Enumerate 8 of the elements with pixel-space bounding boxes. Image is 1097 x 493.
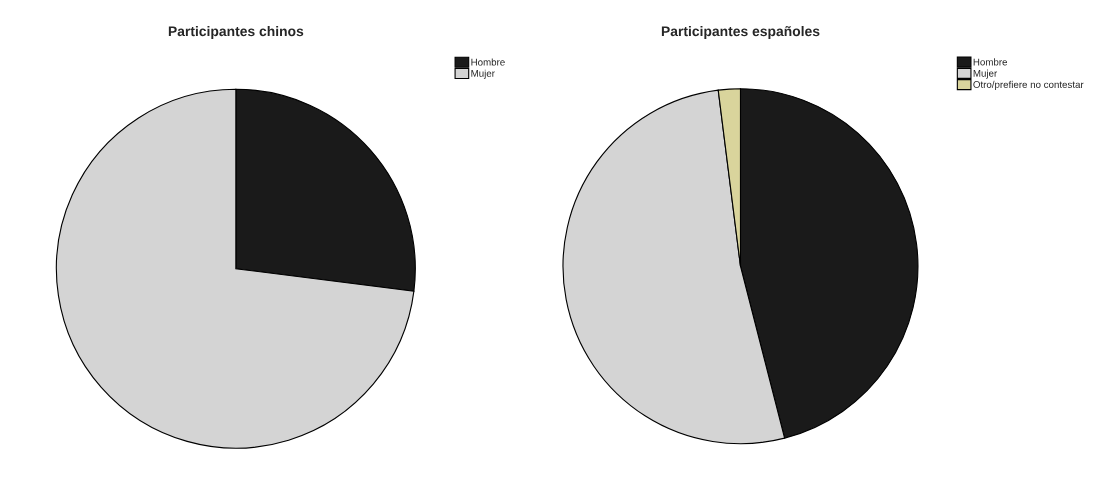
pie-slice: [55, 88, 415, 449]
legend-label: Mujer: [973, 69, 998, 79]
legend-label: Hombre: [973, 58, 1008, 66]
chart-title: Participantes chinos: [168, 25, 304, 39]
legend-label: Mujer: [471, 69, 495, 79]
legend-label: Otro/prefiere no contestar: [973, 80, 1084, 90]
legend-label: Hombre: [471, 58, 505, 66]
chart-title: Participantes españoles: [661, 25, 820, 39]
